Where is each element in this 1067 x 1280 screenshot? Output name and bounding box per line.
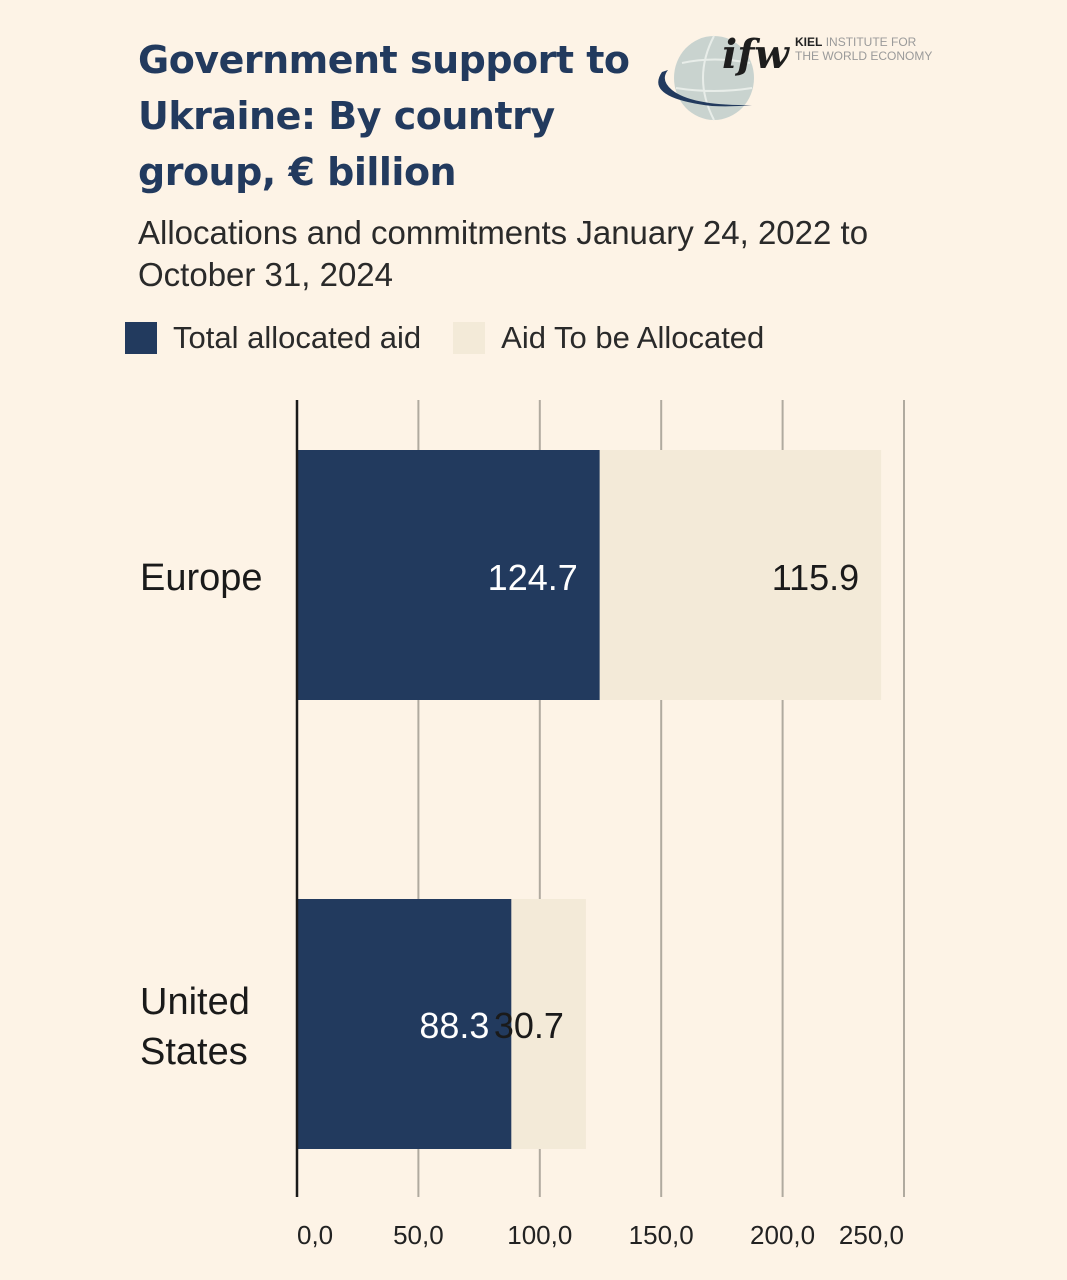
logo-name-2: THE WORLD ECONOMY bbox=[795, 49, 933, 63]
category-label: Europe bbox=[140, 557, 263, 599]
legend: Total allocated aid Aid To be Allocated bbox=[125, 320, 796, 356]
x-tick-label: 250,0 bbox=[839, 1220, 904, 1250]
x-tick-label: 0,0 bbox=[297, 1220, 333, 1250]
data-label: 115.9 bbox=[772, 557, 859, 598]
ifw-logo: ifw bbox=[652, 28, 942, 128]
data-label: 88.3 bbox=[419, 1005, 489, 1046]
logo-mark: ifw bbox=[722, 31, 790, 78]
bar-to-be-allocated bbox=[599, 450, 882, 700]
legend-item-allocated: Total allocated aid bbox=[125, 320, 421, 356]
data-label: 124.7 bbox=[488, 557, 578, 598]
bar-allocated bbox=[297, 899, 512, 1149]
x-tick-label: 150,0 bbox=[629, 1220, 694, 1250]
bar-to-be-allocated bbox=[511, 899, 586, 1149]
legend-swatch bbox=[453, 322, 486, 354]
logo-name-bold: KIEL bbox=[795, 35, 823, 49]
x-tick-label: 50,0 bbox=[393, 1220, 444, 1250]
legend-label: Total allocated aid bbox=[173, 320, 422, 355]
logo-text: KIEL INSTITUTE FOR THE WORLD ECONOMY bbox=[795, 35, 932, 63]
legend-label: Aid To be Allocated bbox=[501, 320, 765, 355]
category-label: United States bbox=[140, 981, 250, 1073]
x-tick-label: 100,0 bbox=[507, 1220, 572, 1250]
logo-name-1: INSTITUTE FOR bbox=[825, 35, 917, 49]
x-tick-label: 200,0 bbox=[750, 1220, 815, 1250]
chart-title: Government support to Ukraine: By countr… bbox=[138, 38, 630, 194]
chart-subtitle: Allocations and commitments January 24, … bbox=[138, 214, 869, 293]
globe-icon: ifw bbox=[658, 31, 790, 121]
legend-swatch bbox=[125, 322, 157, 354]
bar-allocated bbox=[297, 450, 600, 700]
data-label: 30.7 bbox=[494, 1005, 564, 1046]
legend-item-to-be-allocated: Aid To be Allocated bbox=[453, 320, 764, 356]
